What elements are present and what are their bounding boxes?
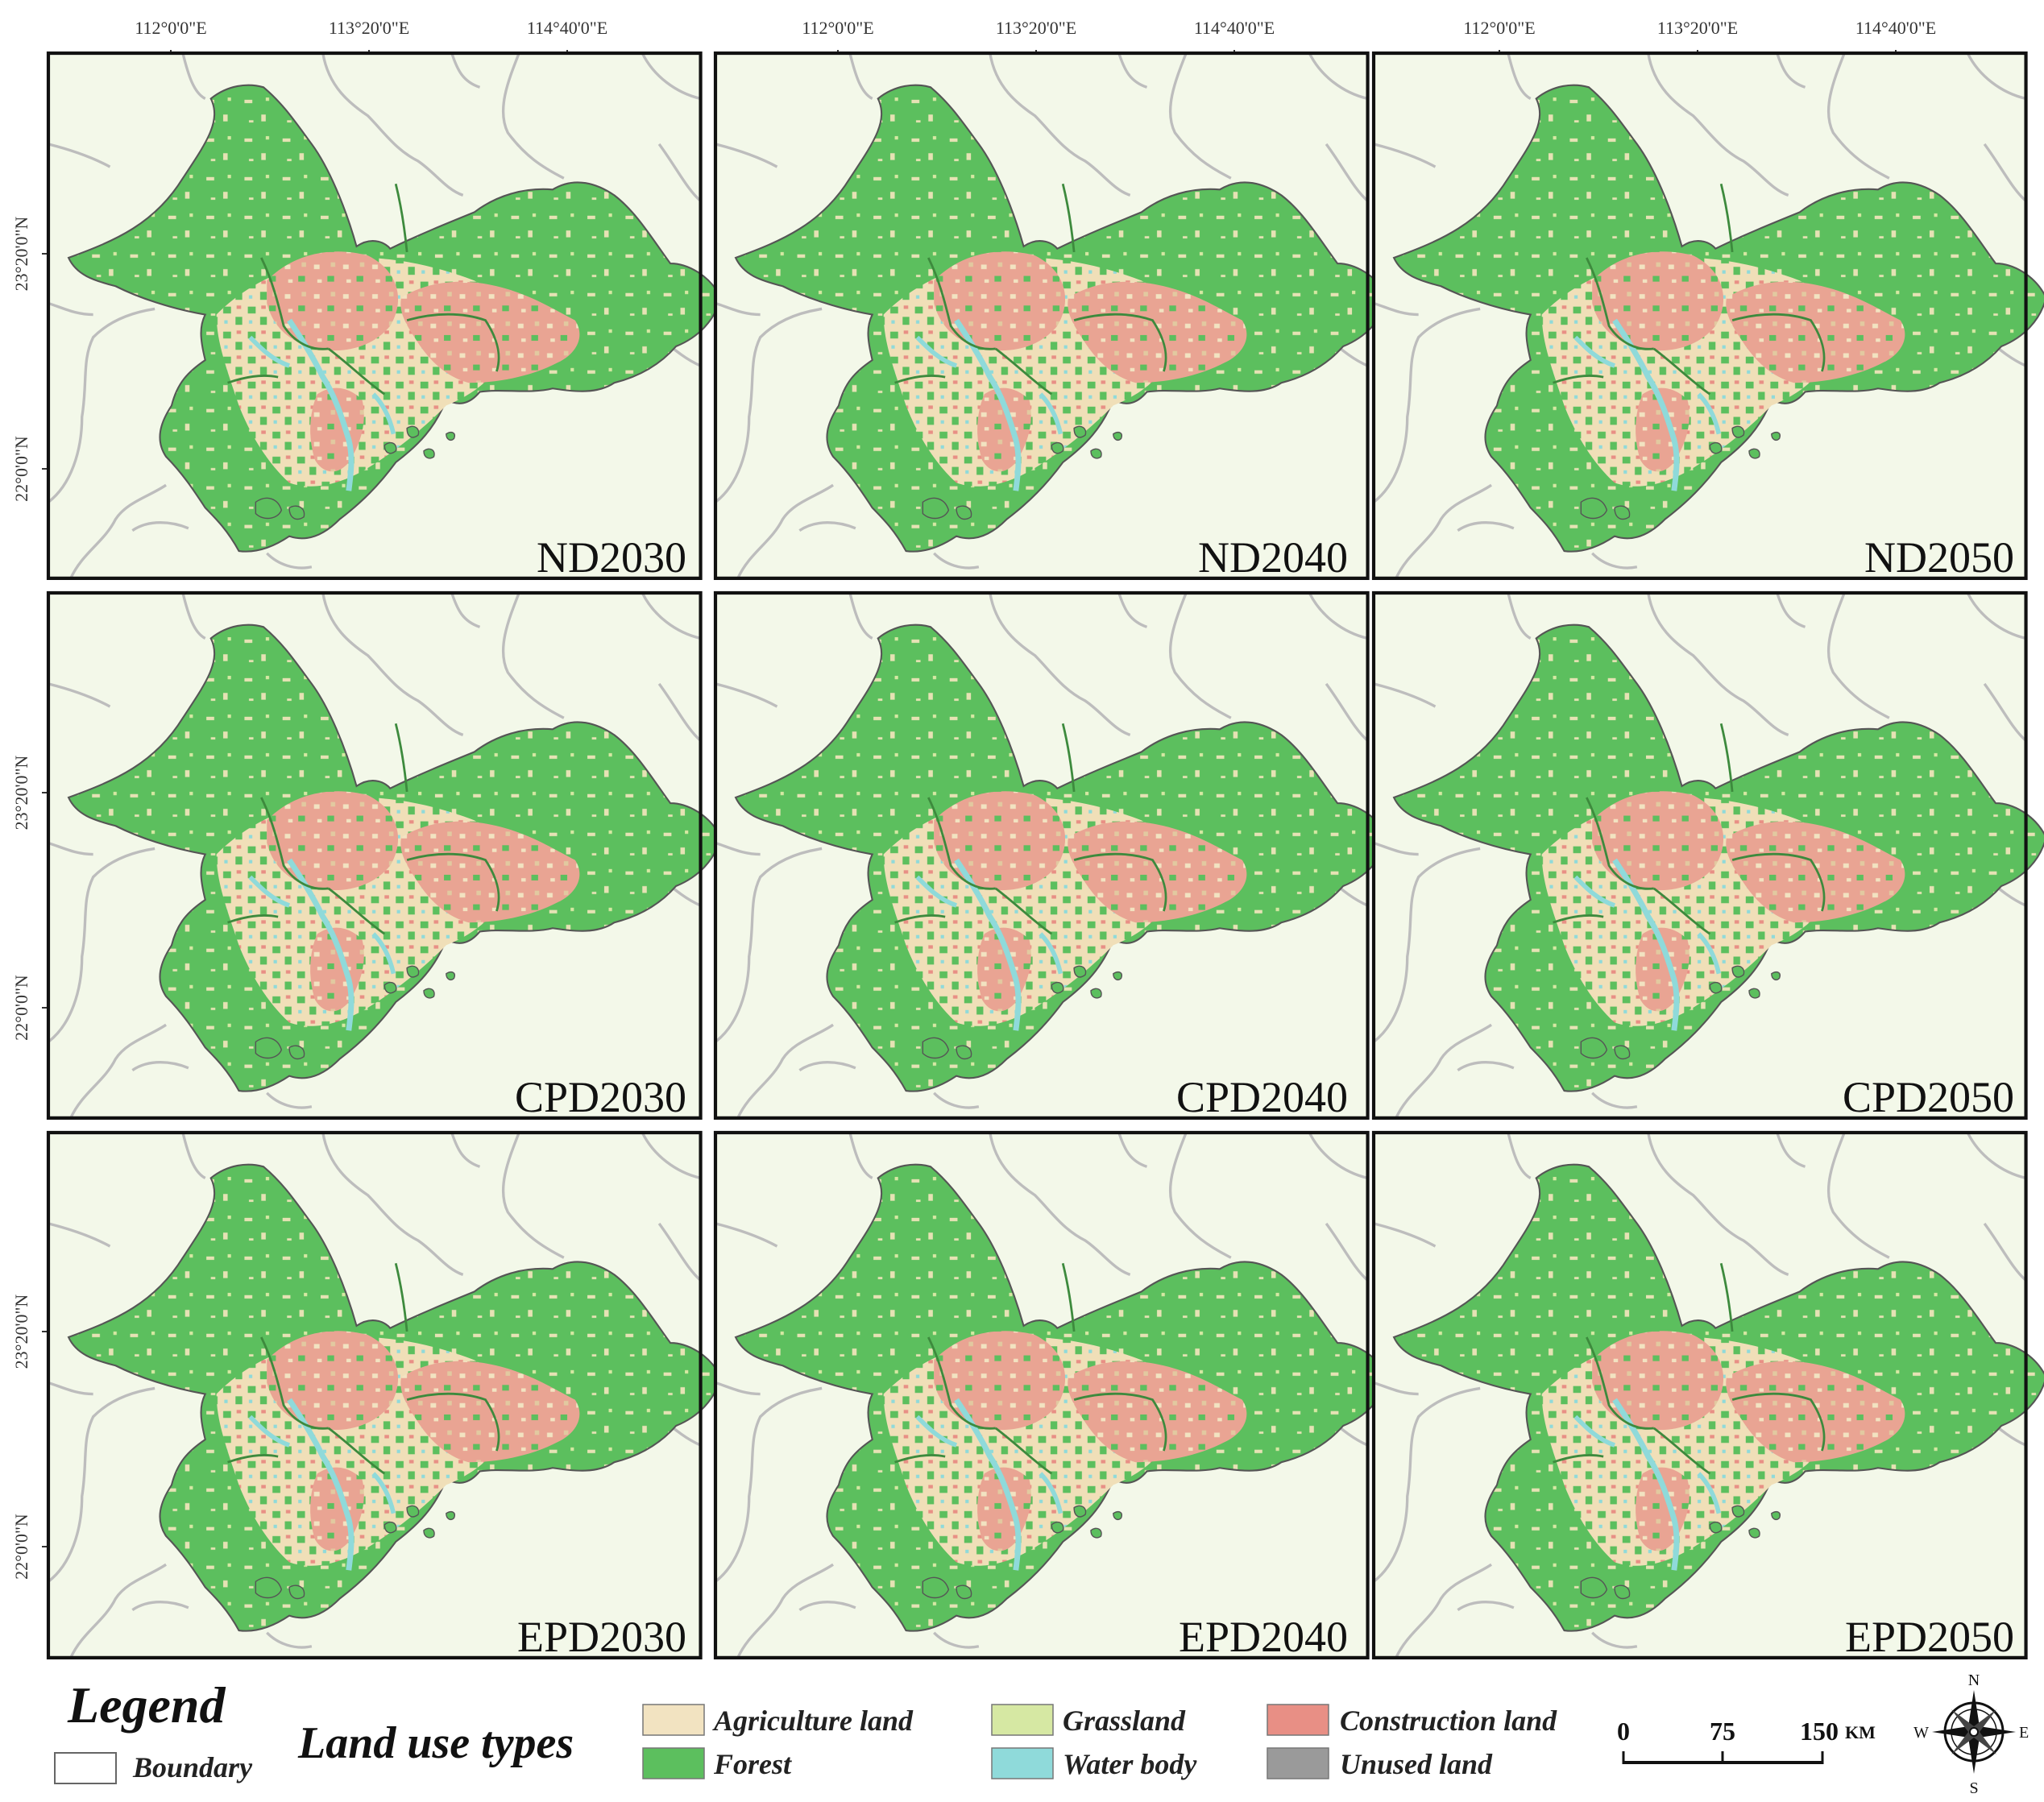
scale-label: 0 [1617,1717,1630,1746]
compass-n: N [1968,1672,1980,1689]
x-tick-label: 114°40'0"E [1855,18,1936,38]
grassland-swatch [991,1704,1054,1736]
map-panel-nd2030: ND2030 [48,53,721,582]
scale-unit: KM [1845,1722,1876,1742]
panel-label: EPD2050 [1845,1613,2014,1661]
compass-s: S [1969,1779,1978,1797]
x-tick-label: 114°40'0"E [527,18,607,38]
legend-item-label: Water body [1063,1748,1197,1780]
y-tick-label: 22°0'0"N [11,975,31,1041]
y-tick-label: 22°0'0"N [11,1514,31,1580]
panel-label: CPD2040 [1176,1073,1348,1121]
construction-swatch [1267,1704,1329,1736]
panel-label: ND2030 [537,533,686,582]
x-tick-label: 114°40'0"E [1194,18,1275,38]
map-panel-epd2030: EPD2030 [48,1133,721,1661]
map-panel-nd2050: ND2050 [1374,53,2044,582]
agriculture-swatch [642,1704,705,1736]
compass-e: E [2019,1724,2029,1742]
y-tick-label: 23°20'0"N [11,1295,31,1369]
compass-rose-icon: N S E W [1913,1672,2029,1797]
x-tick-label: 113°20'0"E [996,18,1076,38]
scale-label: 75 [1710,1717,1735,1746]
forest-swatch [642,1747,705,1779]
x-tick-label: 113°20'0"E [1657,18,1738,38]
y-tick-label: 23°20'0"N [11,756,31,831]
map-panel-nd2040: ND2040 [715,53,1388,582]
x-tick-label: 112°0'0"E [135,18,206,38]
panel-label: ND2050 [1864,533,2014,582]
y-tick-label: 22°0'0"N [11,436,31,502]
x-tick-label: 113°20'0"E [329,18,409,38]
legend-item-label: Unused land [1340,1748,1493,1780]
scale-bar: 0 75 150 KM [1617,1717,1876,1764]
legend-title: Legend [67,1676,226,1734]
legend-item-label: Agriculture land [712,1705,914,1737]
scale-label: 150 [1800,1717,1839,1746]
unused-land-swatch [1267,1747,1329,1779]
legend-item-label: Grassland [1063,1705,1186,1737]
map-panel-cpd2040: CPD2040 [715,593,1388,1121]
x-tick-label: 112°0'0"E [1463,18,1535,38]
panel-label: EPD2040 [1179,1613,1348,1661]
water-body-swatch [991,1747,1054,1779]
compass-w: W [1913,1724,1929,1742]
map-panel-epd2050: EPD2050 [1374,1133,2044,1661]
map-panel-cpd2050: CPD2050 [1374,593,2044,1121]
map-panel-cpd2030: CPD2030 [48,593,721,1121]
boundary-swatch [54,1752,117,1784]
x-axis-ticks: 112°0'0"E 113°20'0"E 114°40'0"E 112°0'0"… [135,18,1936,55]
panel-label: ND2040 [1198,533,1348,582]
legend-item-label: Forest [713,1748,792,1780]
panel-label: EPD2030 [517,1613,686,1661]
legend-subtitle: Land use types [297,1718,574,1768]
legend-item-label: Construction land [1340,1705,1557,1737]
y-tick-label: 23°20'0"N [11,217,31,292]
boundary-label: Boundary [132,1751,253,1783]
map-panel-epd2040: EPD2040 [715,1133,1388,1661]
y-axis-ticks: 23°20'0"N 22°0'0"N 23°20'0"N 22°0'0"N 23… [11,217,48,1580]
panel-label: CPD2030 [515,1073,686,1121]
legend: Legend Boundary Land use types Agricultu… [54,1676,1557,1784]
panel-label: CPD2050 [1843,1073,2014,1121]
x-tick-label: 112°0'0"E [802,18,873,38]
